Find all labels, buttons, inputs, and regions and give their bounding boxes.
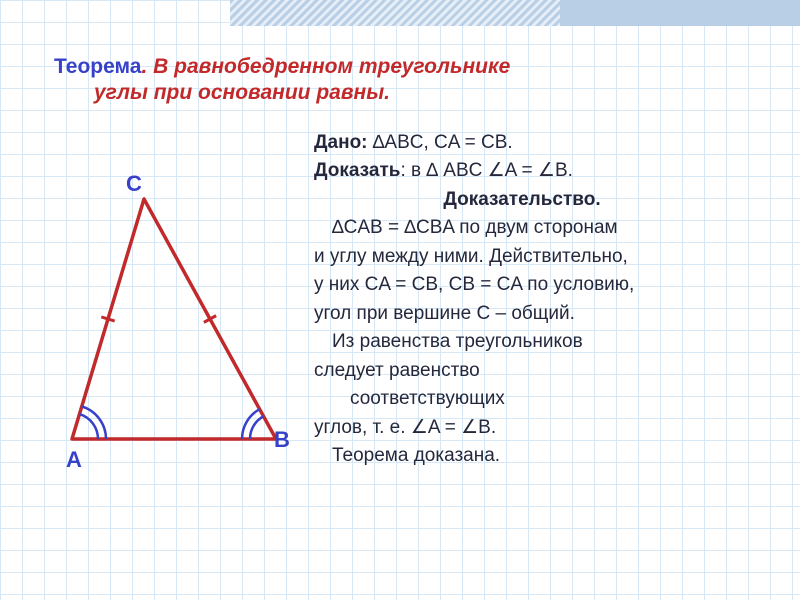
theorem-statement-1: В равнобедренном треугольнике	[153, 55, 510, 78]
tick-ca	[101, 316, 114, 320]
proof-block: Дано: ∆ABC, CA = CB. Доказать: в ∆ ABC ∠…	[314, 129, 770, 471]
triangle-figure: C A B	[54, 129, 314, 489]
proof-l3: у них CA = CB, CB = CA по условию,	[314, 271, 770, 300]
angle-arc-a-2	[82, 406, 106, 439]
slide-content: Теорема. В равнобедренном треугольнике у…	[0, 0, 800, 509]
triangle	[72, 199, 276, 439]
angle-arc-a-1	[79, 414, 98, 439]
given-label: Дано:	[314, 132, 368, 153]
body-row: C A B Дано: ∆ABC, CA = CB. Доказать: в ∆…	[54, 129, 770, 489]
angle-arc-b-1	[250, 416, 263, 439]
proof-l8: Теорема доказана.	[314, 442, 770, 471]
vertex-label-a: A	[66, 447, 82, 472]
theorem-statement-2: углы при основании равны.	[94, 81, 390, 104]
proof-l2: и углу между ними. Действительно,	[314, 243, 770, 272]
toprove-label: Доказать	[314, 160, 400, 181]
triangle-svg: C A B	[54, 169, 314, 489]
toprove-text: : в ∆ ABC ∠A = ∠B.	[400, 160, 572, 181]
theorem-label: Теорема	[54, 55, 141, 78]
proof-l4: угол при вершине C – общий.	[314, 300, 770, 329]
proof-l7: углов, т. е. ∠A = ∠B.	[314, 414, 770, 443]
theorem-dot: .	[141, 55, 153, 78]
vertex-label-b: B	[274, 427, 290, 452]
theorem-heading: Теорема. В равнобедренном треугольнике у…	[54, 54, 770, 107]
vertex-label-c: C	[126, 171, 142, 196]
proof-title: Доказательство.	[314, 186, 770, 215]
proof-l6b: соответствующих	[314, 388, 505, 409]
given-text: ∆ABC, CA = CB.	[368, 132, 513, 153]
proof-l5: Из равенства треугольников	[314, 328, 770, 357]
proof-l6a: следует равенство	[314, 360, 480, 381]
proof-l1: ∆CAB = ∆CBA по двум сторонам	[314, 214, 770, 243]
